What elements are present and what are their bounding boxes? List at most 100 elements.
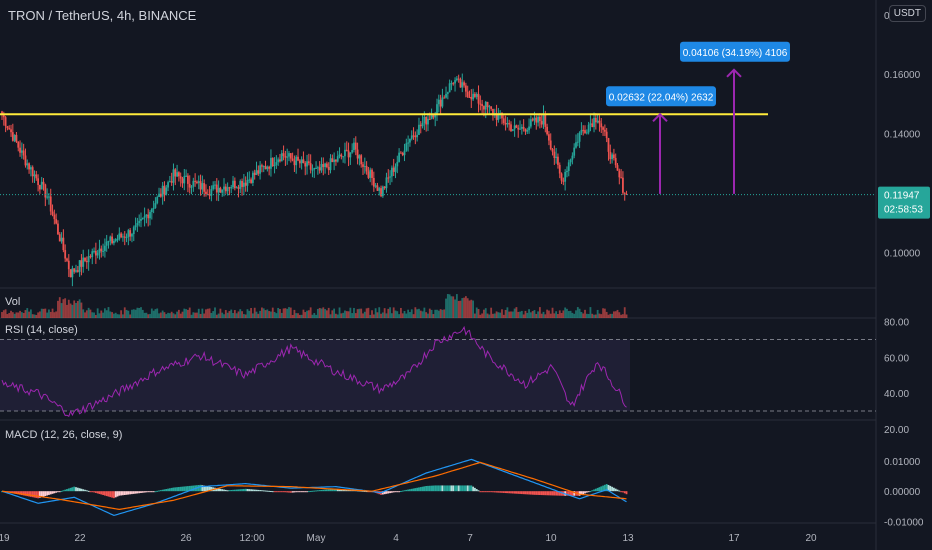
volume-bar <box>140 307 142 318</box>
macd-histogram-bar <box>481 491 484 493</box>
volume-bar <box>528 309 530 318</box>
macd-histogram-bar <box>504 491 507 494</box>
candle-body <box>49 196 52 212</box>
macd-histogram-bar <box>457 485 460 492</box>
rsi-tick-label: 20.00 <box>884 425 909 436</box>
volume-bar <box>362 313 364 318</box>
candle-body <box>316 167 319 169</box>
candle-body <box>389 176 391 178</box>
volume-bar <box>24 310 27 318</box>
macd-histogram-bar <box>327 489 330 492</box>
candle-body <box>584 130 586 134</box>
candle-body <box>538 116 541 122</box>
candle-body <box>1 111 3 115</box>
current-price-value: 0.11947 <box>884 191 920 202</box>
macd-histogram-bar <box>492 491 494 493</box>
volume-bar <box>145 312 148 318</box>
candle-body <box>201 183 204 190</box>
volume-bar <box>607 314 610 318</box>
candle-body <box>490 106 493 109</box>
candle-body <box>591 123 594 128</box>
volume-bar <box>461 298 464 318</box>
volume-bar <box>427 313 429 318</box>
candle-body <box>432 115 435 118</box>
macd-histogram-bar <box>284 491 287 493</box>
volume-bar <box>40 308 43 318</box>
candle-body <box>336 156 339 162</box>
currency-button[interactable]: USDT <box>888 5 926 22</box>
candle-body <box>270 157 272 169</box>
macd-histogram-bar <box>309 490 312 492</box>
macd-histogram-bar <box>96 491 99 494</box>
candle-body <box>410 135 413 139</box>
volume-bar <box>531 311 534 318</box>
candle-body <box>502 118 505 124</box>
macd-histogram-bar <box>524 491 527 495</box>
volume-bar <box>190 314 193 318</box>
macd-histogram-bar <box>188 485 191 492</box>
candle-body <box>98 248 101 253</box>
macd-histogram-bar <box>436 485 438 492</box>
macd-histogram-bar <box>129 491 132 495</box>
candle-body <box>241 180 243 187</box>
volume-bar <box>275 313 278 318</box>
candle-body <box>504 123 507 125</box>
candle-body <box>363 165 366 167</box>
candle-body <box>324 163 326 168</box>
volume-bar <box>257 313 260 318</box>
volume-bar <box>322 307 325 318</box>
candle-body <box>140 218 142 221</box>
candle-body <box>506 123 509 125</box>
macd-histogram-bar <box>241 489 243 492</box>
volume-bar <box>573 313 576 318</box>
volume-bar <box>358 308 361 318</box>
rsi-line <box>1 325 627 418</box>
macd-histogram-bar <box>591 490 594 492</box>
candle-body <box>84 257 86 261</box>
macd-histogram-bar <box>91 491 94 493</box>
volume-bar <box>472 300 475 318</box>
candle-body <box>159 193 162 197</box>
macd-histogram-bar <box>342 489 345 492</box>
volume-bar <box>35 314 38 318</box>
volume-bar <box>10 310 12 318</box>
candle-body <box>165 187 168 195</box>
macd-histogram-bar <box>111 491 114 498</box>
macd-histogram-bar <box>87 490 90 492</box>
candle-body <box>520 126 523 129</box>
macd-histogram-bar <box>145 491 148 493</box>
macd-histogram-bar <box>555 491 558 496</box>
candle-body <box>436 104 438 115</box>
volume-bar <box>168 313 171 318</box>
candle-body <box>289 153 292 159</box>
volume-bar <box>132 309 135 318</box>
macd-histogram-bar <box>291 491 294 493</box>
volume-bar <box>306 310 308 318</box>
candle-body <box>452 83 455 85</box>
volume-bar <box>187 309 189 318</box>
rsi-tick-label: 80.00 <box>884 318 909 329</box>
candle-body <box>261 165 263 167</box>
macd-histogram-bar <box>620 491 623 493</box>
macd-histogram-bar <box>206 486 209 492</box>
macd-histogram-bar <box>280 491 283 493</box>
macd-histogram-bar <box>46 491 49 496</box>
volume-bar <box>331 310 334 318</box>
candle-body <box>367 171 370 178</box>
volume-bar <box>394 310 397 318</box>
macd-histogram-bar <box>259 490 262 492</box>
candle-body <box>136 223 139 226</box>
macd-histogram-bar <box>425 485 428 492</box>
candle-body <box>333 159 336 163</box>
macd-histogram-bar <box>297 491 299 493</box>
candle-body <box>519 128 521 130</box>
candle-body <box>562 180 565 182</box>
candle-body <box>181 178 184 184</box>
macd-histogram-bar <box>340 489 343 492</box>
candle-body <box>374 185 377 187</box>
macd-histogram-bar <box>150 491 153 493</box>
macd-histogram-bar <box>427 485 429 492</box>
candle-body <box>472 93 475 100</box>
volume-bar <box>585 313 588 318</box>
